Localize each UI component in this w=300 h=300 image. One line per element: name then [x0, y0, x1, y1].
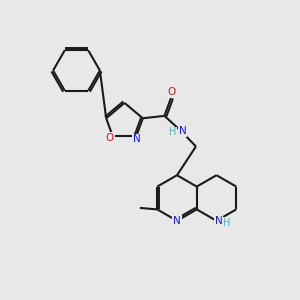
- Text: N: N: [133, 134, 141, 144]
- Text: O: O: [105, 133, 114, 143]
- Text: O: O: [167, 87, 176, 97]
- Text: N: N: [215, 216, 223, 226]
- Text: N: N: [173, 216, 181, 226]
- Text: H: H: [223, 218, 231, 228]
- Text: N: N: [178, 126, 186, 136]
- Text: H: H: [169, 128, 176, 137]
